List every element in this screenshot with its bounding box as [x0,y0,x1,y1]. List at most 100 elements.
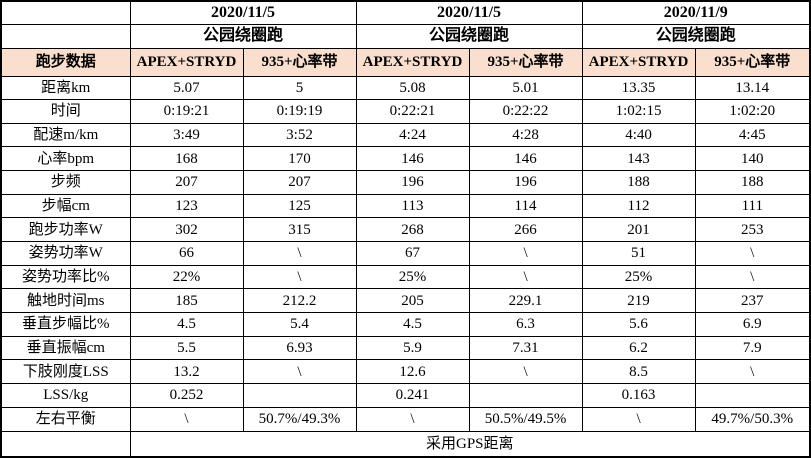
row-label: 步频 [0,170,131,195]
data-cell: 253 [694,217,811,243]
data-cell: 113 [355,193,470,219]
row-label: 心率bpm [0,146,131,172]
row-label: 垂直振幅cm [0,335,131,361]
row-label: 触地时间ms [0,288,131,314]
data-cell: 4.5 [355,312,470,337]
data-cell: 5.6 [581,312,696,337]
data-cell: 207 [242,170,357,195]
data-cell: 1:02:15 [581,99,696,124]
data-cell: 6.93 [242,335,357,361]
data-cell: 4:28 [468,122,583,148]
table-row: 姿势功率W 66 \ 67 \ 51 \ [0,241,811,266]
data-cell: 8.5 [581,359,696,385]
corner-cell [0,23,131,49]
data-cell: 207 [129,170,244,195]
data-cell: \ [242,359,357,385]
corner-cell [0,0,131,25]
footer-empty-cell [0,430,131,458]
data-cell: 50.7%/49.3% [242,406,357,432]
device-header-cell: APEX+STRYD [581,47,696,77]
table-row: 距离km 5.07 5 5.08 5.01 13.35 13.14 [0,75,811,101]
data-cell: 1:02:20 [694,99,811,124]
row-label: 跑步功率W [0,217,131,243]
table-row: 时间 0:19:21 0:19:19 0:22:21 0:22:22 1:02:15 1:0… [0,99,811,124]
data-cell: \ [581,406,696,432]
date-cell: 2020/11/5 [129,0,357,25]
device-header-row: 跑步数据 APEX+STRYD 935+心率带 APEX+STRYD 935+心… [0,47,811,77]
data-cell: \ [129,406,244,432]
data-cell: \ [355,406,470,432]
activity-cell: 公园绕圈跑 [581,23,811,49]
table-row: 下肢刚度LSS 13.2 \ 12.6 \ 8.5 \ [0,359,811,385]
data-cell: 229.1 [468,288,583,314]
data-cell: 237 [694,288,811,314]
data-cell: 5.07 [129,75,244,101]
data-cell: 7.31 [468,335,583,361]
data-cell: \ [694,359,811,385]
data-cell: 6.3 [468,312,583,337]
data-cell: 0.252 [129,383,244,408]
data-cell: \ [242,264,357,290]
data-cell: 266 [468,217,583,243]
data-cell: 5.4 [242,312,357,337]
data-cell: 50.5%/49.5% [468,406,583,432]
table-row: 垂直步幅比% 4.5 5.4 4.5 6.3 5.6 6.9 [0,312,811,337]
activity-header-row: 公园绕圈跑 公园绕圈跑 公园绕圈跑 [0,23,811,49]
data-cell: 111 [694,193,811,219]
data-cell: 219 [581,288,696,314]
table-row: 左右平衡 \ 50.7%/49.3% \ 50.5%/49.5% \ 49.7%/50.3% [0,406,811,432]
data-cell: \ [468,359,583,385]
footer-note: 采用GPS距离 [129,430,811,458]
data-cell [242,383,357,408]
row-label: 时间 [0,99,131,124]
table-row: 垂直振幅cm 5.5 6.93 5.9 7.31 6.2 7.9 [0,335,811,361]
data-cell: 0:22:22 [468,99,583,124]
table-row: 触地时间ms 185 212.2 205 229.1 219 237 [0,288,811,314]
data-cell: 13.2 [129,359,244,385]
row-label: 距离km [0,75,131,101]
row-label: 姿势功率W [0,241,131,266]
data-cell: 140 [694,146,811,172]
data-cell: 168 [129,146,244,172]
data-cell: 196 [355,170,470,195]
device-header-cell: 935+心率带 [694,47,811,77]
date-header-row: 2020/11/5 2020/11/5 2020/11/9 [0,0,811,25]
device-header-cell: APEX+STRYD [355,47,470,77]
data-cell: 185 [129,288,244,314]
data-cell: 188 [581,170,696,195]
data-cell: 212.2 [242,288,357,314]
data-cell: 112 [581,193,696,219]
date-cell: 2020/11/5 [355,0,583,25]
table-row: 配速m/km 3:49 3:52 4:24 4:28 4:40 4:45 [0,122,811,148]
data-cell: \ [694,241,811,266]
row-label: 配速m/km [0,122,131,148]
data-cell: 5 [242,75,357,101]
data-cell: 3:49 [129,122,244,148]
data-cell: 6.2 [581,335,696,361]
data-cell: 6.9 [694,312,811,337]
data-cell: 5.08 [355,75,470,101]
data-cell: 170 [242,146,357,172]
device-header-cell: APEX+STRYD [129,47,244,77]
device-header-cell: 935+心率带 [468,47,583,77]
activity-cell: 公园绕圈跑 [355,23,583,49]
data-cell: 146 [355,146,470,172]
data-cell: 188 [694,170,811,195]
data-cell: 25% [355,264,470,290]
table-row: 心率bpm 168 170 146 146 143 140 [0,146,811,172]
table-body: 距离km 5.07 5 5.08 5.01 13.35 13.14 时间 0:19:21 0:19… [0,75,811,432]
data-cell: \ [468,264,583,290]
row-label: 步幅cm [0,193,131,219]
metrics-header-cell: 跑步数据 [0,47,131,77]
data-cell: 7.9 [694,335,811,361]
data-cell [468,383,583,408]
data-cell: 67 [355,241,470,266]
data-cell: 0.241 [355,383,470,408]
table-row: 姿势功率比% 22% \ 25% \ 25% \ [0,264,811,290]
data-cell: 12.6 [355,359,470,385]
data-cell: 13.35 [581,75,696,101]
data-cell: 201 [581,217,696,243]
table-row: 步频 207 207 196 196 188 188 [0,170,811,195]
data-cell: 0:19:19 [242,99,357,124]
data-cell: 123 [129,193,244,219]
